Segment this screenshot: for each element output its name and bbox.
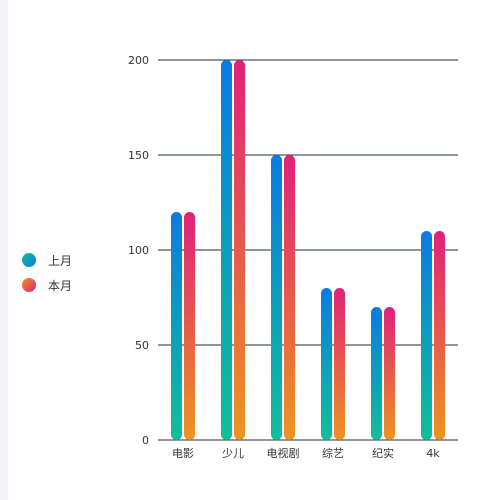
bar-this-month[interactable] xyxy=(184,212,195,440)
bar-last-month[interactable] xyxy=(271,155,282,440)
bar-this-month[interactable] xyxy=(384,307,395,440)
bar-this-month[interactable] xyxy=(434,231,445,440)
bar-last-month[interactable] xyxy=(171,212,182,440)
x-tick-label: 电影 xyxy=(172,447,194,460)
side-strip xyxy=(0,0,8,500)
bar-last-month[interactable] xyxy=(371,307,382,440)
y-tick-label: 100 xyxy=(128,244,149,257)
y-tick-label: 200 xyxy=(128,54,149,67)
x-tick-label: 纪实 xyxy=(372,446,394,460)
x-tick-label: 综艺 xyxy=(322,446,344,460)
legend-item-this-month[interactable]: 本月 xyxy=(22,277,72,293)
legend-label-this-month: 本月 xyxy=(48,278,73,293)
bar-last-month[interactable] xyxy=(421,231,432,440)
legend: 上月 本月 xyxy=(22,252,72,302)
bar-this-month[interactable] xyxy=(284,155,295,440)
legend-swatch-this-month xyxy=(22,278,36,292)
y-tick-label: 0 xyxy=(142,434,149,447)
bar-last-month[interactable] xyxy=(221,60,232,440)
y-tick-label: 150 xyxy=(128,149,149,162)
gridlines xyxy=(158,59,458,441)
legend-swatch-last-month xyxy=(22,253,36,267)
axis-labels: 0 50 100 150 200 电影 少儿 电视剧 综艺 纪实 4k xyxy=(128,54,440,460)
bar-this-month[interactable] xyxy=(334,288,345,440)
x-tick-label: 电视剧 xyxy=(267,446,300,460)
x-tick-label: 少儿 xyxy=(222,447,244,460)
legend-label-last-month: 上月 xyxy=(48,253,73,268)
bars xyxy=(171,60,445,440)
bar-this-month[interactable] xyxy=(234,60,245,440)
x-tick-label: 4k xyxy=(426,447,440,460)
legend-item-last-month[interactable]: 上月 xyxy=(22,252,72,268)
bar-last-month[interactable] xyxy=(321,288,332,440)
y-tick-label: 50 xyxy=(135,339,149,352)
